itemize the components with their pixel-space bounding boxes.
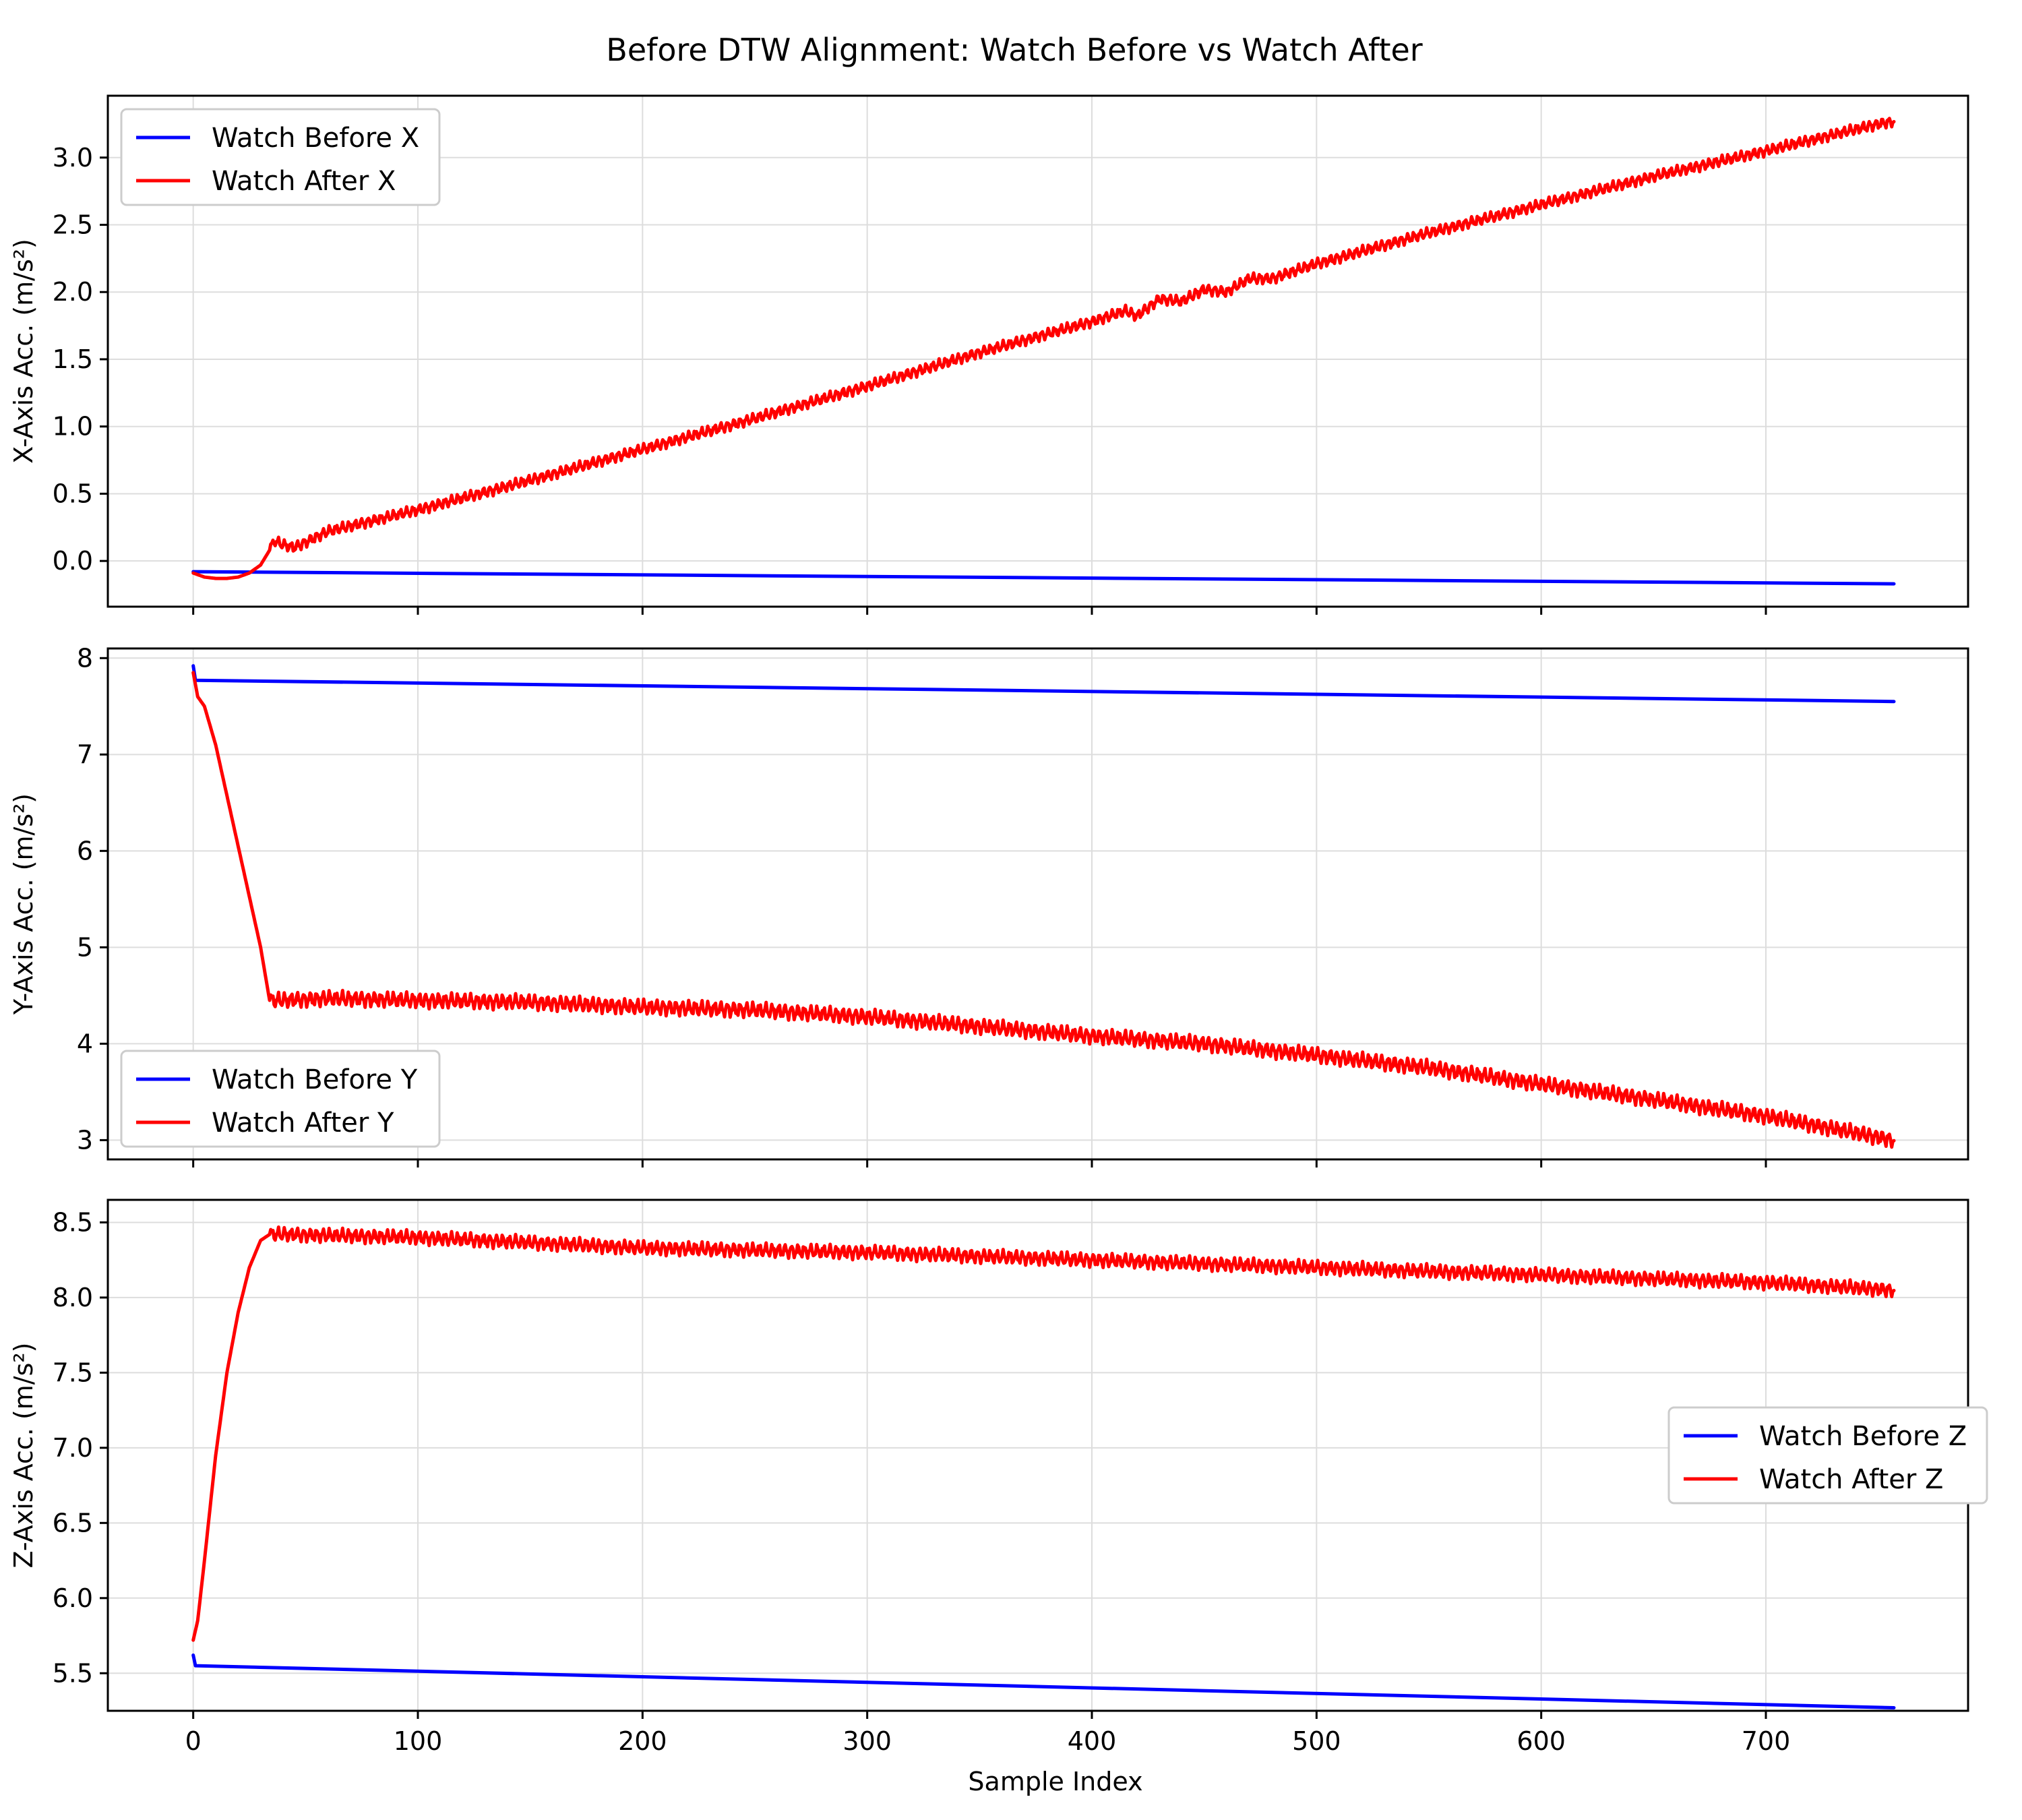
y-tick-label: 8.0 bbox=[53, 1283, 93, 1312]
y-tick-label: 7 bbox=[77, 739, 93, 769]
y-tick-label: 0.5 bbox=[53, 479, 93, 508]
y-tick-label: 4 bbox=[77, 1029, 93, 1058]
x-axis-panel: 0.0 0.5 1.0 1.5 2.0 2.5 3.0 X-Axis Acc. (m/s²) W… bbox=[9, 94, 1969, 615]
z-axis-legend: Watch Before Z Watch After Z bbox=[1667, 1406, 1988, 1505]
watch-after-x-line bbox=[191, 117, 1896, 580]
y-axis-ylabel: Y-Axis Acc. (m/s²) bbox=[9, 793, 38, 1015]
y-tick-label: 6.5 bbox=[53, 1508, 93, 1538]
x-axis-ylabel: X-Axis Acc. (m/s²) bbox=[9, 239, 38, 464]
x-tick-label: 300 bbox=[842, 1726, 892, 1756]
legend-entry: Watch After Y bbox=[212, 1108, 394, 1139]
watch-after-y-line bbox=[191, 671, 1896, 1149]
watch-before-y-line bbox=[191, 664, 1896, 704]
legend-entry: Watch Before Y bbox=[212, 1064, 418, 1095]
legend-entry: Watch Before Z bbox=[1759, 1421, 1967, 1452]
legend-entry: Watch Before X bbox=[212, 123, 419, 154]
x-tick-label: 0 bbox=[185, 1726, 202, 1756]
y-tick-label: 8.5 bbox=[53, 1207, 93, 1237]
y-tick-label: 7.0 bbox=[53, 1433, 93, 1463]
z-axis-ylabel: Z-Axis Acc. (m/s²) bbox=[9, 1343, 38, 1569]
legend-frame bbox=[120, 1050, 441, 1148]
z-axis-panel: 5.5 6.0 6.5 7.0 7.5 8.0 8.5 0 100 200 300 400 500 600… bbox=[9, 1199, 1988, 1756]
y-tick-label: 3 bbox=[77, 1125, 93, 1155]
watch-before-x-line bbox=[191, 570, 1896, 586]
x-tick-label: 100 bbox=[394, 1726, 443, 1756]
y-tick-label: 5.5 bbox=[53, 1658, 93, 1688]
y-tick-label: 6 bbox=[77, 836, 93, 866]
y-tick-label: 1.5 bbox=[53, 344, 93, 374]
y-tick-label: 0.0 bbox=[53, 546, 93, 576]
legend-entry: Watch After Z bbox=[1759, 1464, 1943, 1495]
y-axis-frame bbox=[106, 647, 1969, 1161]
y-tick-label: 7.5 bbox=[53, 1358, 93, 1387]
figure-title: Before DTW Alignment: Watch Before vs Wa… bbox=[606, 32, 1422, 68]
x-tick-label: 400 bbox=[1068, 1726, 1117, 1756]
y-tick-label: 1.0 bbox=[53, 412, 93, 442]
watch-before-z-line bbox=[191, 1654, 1896, 1709]
y-tick-label: 2.5 bbox=[53, 210, 93, 239]
y-tick-label: 6.0 bbox=[53, 1583, 93, 1613]
legend-entry: Watch After X bbox=[212, 166, 396, 197]
y-tick-label: 5 bbox=[77, 932, 93, 962]
x-axis-legend: Watch Before X Watch After X bbox=[120, 108, 441, 206]
y-tick-label: 2.0 bbox=[53, 277, 93, 307]
watch-after-z-line bbox=[191, 1225, 1896, 1642]
y-axis-legend: Watch Before Y Watch After Y bbox=[120, 1050, 441, 1148]
x-axis-label: Sample Index bbox=[968, 1767, 1142, 1796]
x-tick-label: 700 bbox=[1742, 1726, 1791, 1756]
x-axis-frame bbox=[106, 94, 1969, 608]
x-tick-label: 600 bbox=[1516, 1726, 1566, 1756]
y-tick-label: 3.0 bbox=[53, 143, 93, 173]
legend-frame bbox=[1667, 1406, 1988, 1505]
x-tick-label: 500 bbox=[1292, 1726, 1341, 1756]
legend-frame bbox=[120, 108, 441, 206]
x-tick-label: 200 bbox=[618, 1726, 667, 1756]
y-tick-label: 8 bbox=[77, 643, 93, 673]
